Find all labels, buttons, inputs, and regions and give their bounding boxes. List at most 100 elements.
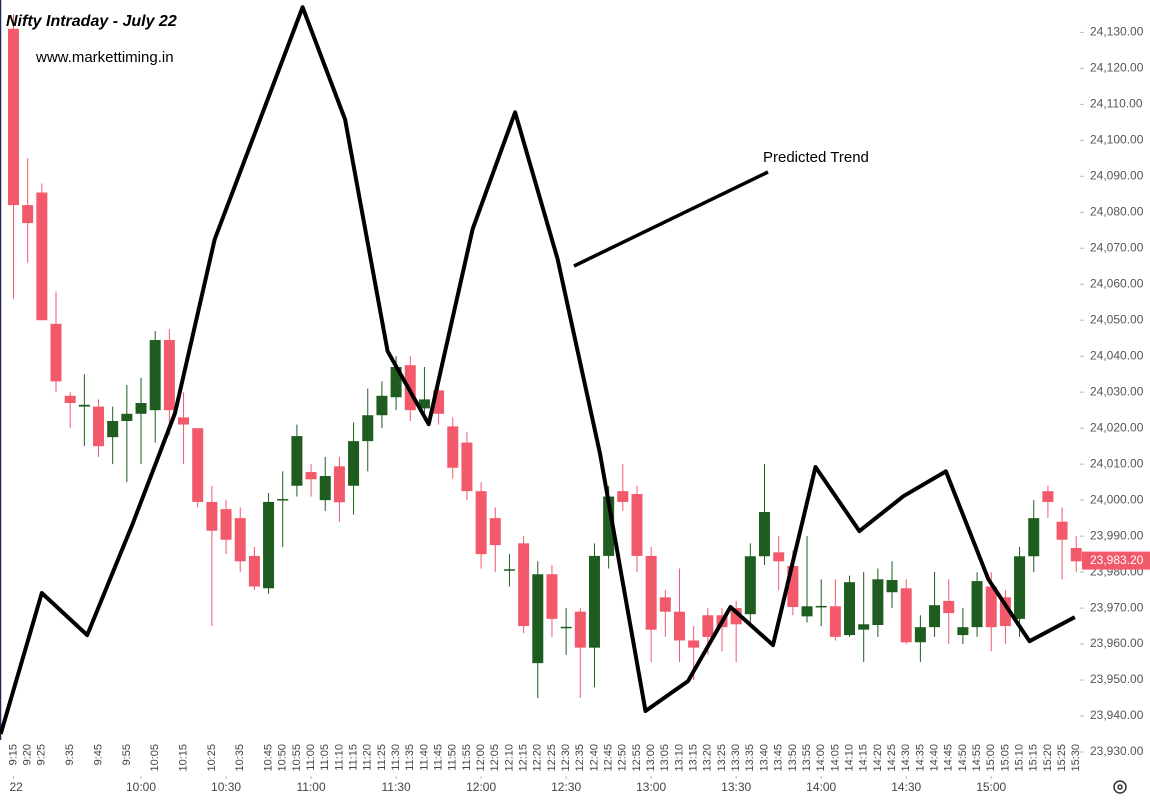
x-tick-label: 10:05: [149, 744, 161, 772]
candle-body: [773, 552, 785, 562]
candle-body: [900, 588, 912, 643]
candle-body: [858, 624, 870, 630]
x-major-label: 14:00: [806, 780, 836, 794]
annotation: Predicted Trend: [763, 149, 869, 166]
x-tick-label: 14:25: [886, 744, 898, 772]
y-tick-label: 23,950.00: [1090, 672, 1144, 686]
y-tick-label: 24,130.00: [1090, 25, 1144, 39]
candle-body: [829, 606, 841, 637]
candle-body: [291, 436, 303, 486]
candle-body: [886, 580, 898, 593]
x-tick-label: 14:40: [928, 744, 940, 772]
x-tick-label: 12:45: [603, 744, 615, 772]
x-tick-label: 10:35: [234, 744, 246, 772]
x-major-label: 11:30: [382, 780, 411, 794]
x-tick-label: 10:15: [177, 744, 189, 772]
x-tick-label: 12:35: [574, 744, 586, 772]
y-tick-label: 24,040.00: [1090, 348, 1144, 362]
candle-body: [957, 627, 969, 636]
candle-body: [234, 518, 246, 562]
candle-body: [418, 399, 430, 409]
x-tick-label: 11:35: [404, 744, 416, 771]
x-tick-label: 12:05: [489, 744, 501, 772]
candle-body: [263, 501, 275, 589]
candle-body: [78, 404, 90, 407]
x-tick-label: 13:50: [787, 744, 799, 772]
chart-title: Nifty Intraday - July 22: [6, 13, 177, 30]
overlay: 23,983.20: [0, 5, 1150, 735]
candle-body: [149, 340, 161, 411]
last-price-tag: [1082, 551, 1150, 570]
settings-icon-center[interactable]: [1117, 784, 1123, 790]
candle-body: [560, 626, 572, 629]
x-tick-label: 9:20: [22, 744, 34, 765]
x-tick-label: 11:55: [461, 744, 473, 771]
x-tick-label: 11:05: [319, 744, 331, 771]
candle-body: [914, 627, 926, 643]
y-tick-label: 24,100.00: [1090, 132, 1144, 146]
candle-body: [475, 491, 487, 555]
candle-body: [659, 597, 671, 612]
candle-body: [546, 574, 558, 619]
x-major-label: 10:00: [126, 780, 156, 794]
x-major-label: 15:00: [976, 780, 1006, 794]
candle-body: [376, 395, 388, 416]
y-tick-label: 24,060.00: [1090, 276, 1144, 290]
x-tick-label: 11:10: [333, 744, 345, 771]
x-tick-label: 9:35: [64, 744, 76, 765]
x-tick-label: 15:10: [1013, 744, 1025, 772]
candle-body: [1028, 518, 1040, 557]
y-tick-label: 24,030.00: [1090, 384, 1144, 398]
candle-body: [163, 340, 175, 411]
settings-icon-ring[interactable]: [1113, 780, 1127, 794]
candle-body: [999, 597, 1011, 627]
candle-body: [1014, 556, 1026, 619]
candle-body: [744, 556, 756, 615]
y-tick-label: 24,010.00: [1090, 456, 1144, 470]
x-tick-label: 13:00: [645, 744, 657, 772]
candle-body: [730, 608, 742, 625]
x-tick-label: 12:15: [518, 744, 530, 772]
y-tick-label: 24,110.00: [1090, 97, 1143, 111]
x-tick-label: 13:20: [702, 744, 714, 772]
candle-body: [645, 555, 657, 630]
x-major-label: 13:30: [721, 780, 751, 794]
x-tick-label: 9:15: [7, 744, 19, 765]
x-tick-label: 15:20: [1042, 744, 1054, 772]
annotation-pointer: [573, 170, 769, 268]
x-tick-label: 15:30: [1070, 744, 1082, 772]
candle-body: [461, 442, 473, 492]
x-tick-label: 12:10: [503, 744, 515, 772]
y-tick-label: 24,080.00: [1090, 204, 1144, 218]
x-major-label: 22: [10, 780, 24, 794]
x-tick-label: 14:00: [815, 744, 827, 772]
y-tick-label: 23,940.00: [1090, 708, 1144, 722]
candle-body: [971, 581, 983, 628]
candle-body: [759, 512, 771, 557]
x-tick-label: 12:00: [475, 744, 487, 772]
x-tick-label: 14:50: [957, 744, 969, 772]
x-tick-label: 13:05: [659, 744, 671, 772]
x-tick-label: 12:20: [532, 744, 544, 772]
candle-body: [22, 205, 34, 224]
x-tick-label: 9:45: [92, 744, 104, 765]
x-tick-label: 14:15: [858, 744, 870, 772]
x-tick-label: 14:35: [914, 744, 926, 772]
candle-body: [319, 476, 331, 501]
candle-body: [50, 323, 62, 382]
candle-body: [362, 415, 374, 442]
x-major-label: 12:00: [466, 780, 496, 794]
y-tick-label: 23,960.00: [1090, 636, 1144, 650]
x-tick-label: 12:50: [617, 744, 629, 772]
candle-body: [844, 582, 856, 636]
candles: [8, 14, 1082, 699]
x-tick-label: 10:55: [291, 744, 303, 772]
candle-body: [801, 606, 813, 617]
candle-body: [631, 494, 643, 556]
chart-subtitle: www.markettiming.in: [35, 49, 174, 66]
settings-icon[interactable]: [1113, 780, 1127, 794]
x-tick-label: 11:25: [376, 744, 388, 771]
candle-body: [192, 428, 204, 502]
x-tick-label: 11:50: [447, 744, 459, 771]
